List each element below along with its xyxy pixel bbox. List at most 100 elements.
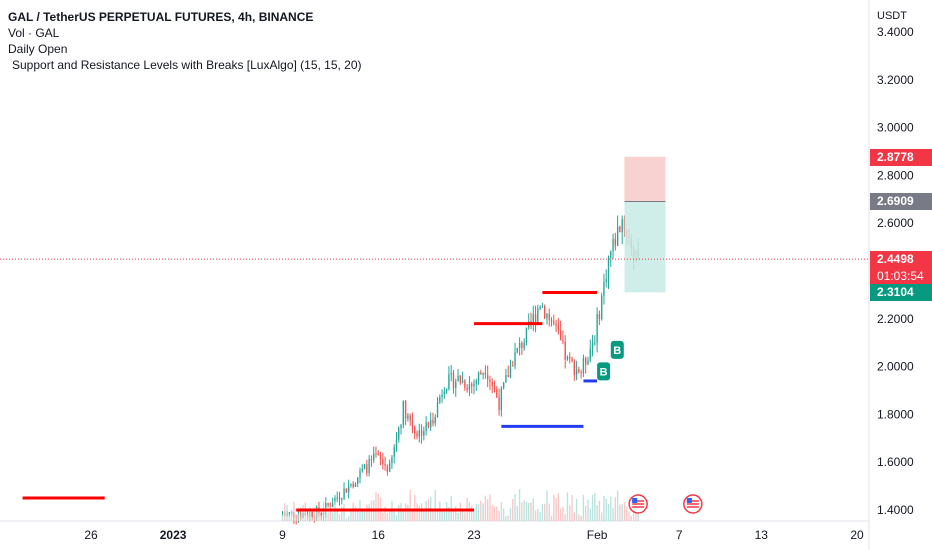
bar-countdown-tag: 01:03:54 — [870, 268, 932, 286]
volume-bar — [295, 515, 297, 521]
volume-indicator-label[interactable]: Vol · GAL — [8, 26, 60, 40]
candle-body — [338, 497, 341, 500]
volume-bar — [357, 511, 359, 521]
volume-bar — [498, 511, 500, 521]
volume-bar — [284, 503, 286, 521]
volume-bar — [316, 510, 318, 521]
volume-bar — [452, 509, 455, 521]
price-tick-label: 1.6000 — [877, 455, 914, 469]
candle-body — [430, 420, 432, 428]
candle-body — [471, 384, 473, 387]
candle-body — [477, 372, 480, 381]
volume-bar — [484, 495, 487, 521]
volume-bar — [306, 514, 309, 521]
volume-bar — [628, 511, 630, 521]
volume-bar — [598, 500, 601, 521]
volume-bar — [366, 504, 368, 521]
candle-body — [555, 323, 557, 326]
candle-body — [407, 415, 409, 419]
volume-bar — [436, 508, 439, 521]
volume-bar — [578, 514, 580, 521]
candle-body — [425, 422, 427, 432]
candle-body — [466, 387, 468, 390]
candle-body — [459, 375, 462, 383]
candle-body — [566, 356, 569, 360]
candle-body — [409, 415, 411, 421]
candle-body — [589, 348, 591, 361]
candle-body — [623, 219, 626, 230]
volume-bar — [585, 505, 587, 521]
break-marker-label: B — [600, 366, 608, 378]
candle-body — [525, 327, 528, 343]
flag-canton — [686, 498, 692, 503]
candle-body — [489, 379, 491, 382]
volume-bar — [562, 506, 564, 521]
time-tick-label: 7 — [676, 528, 683, 542]
volume-bar — [300, 514, 302, 521]
volume-bar — [553, 494, 555, 521]
candle-body — [436, 401, 439, 418]
stop-zone[interactable] — [624, 201, 666, 293]
volume-bar — [354, 506, 357, 521]
candle-body — [516, 347, 518, 353]
candle-body — [594, 342, 596, 344]
candle-body — [598, 314, 601, 319]
volume-bar — [281, 514, 284, 521]
volume-bar — [619, 504, 621, 521]
entry-price-tag: 2.6909 — [870, 193, 932, 211]
volume-bar — [616, 490, 619, 521]
candle-body — [614, 238, 617, 246]
candle-body — [569, 356, 571, 359]
candle-body — [418, 430, 420, 437]
volume-bar — [610, 496, 612, 521]
break-marker[interactable] — [610, 340, 624, 359]
target-zone[interactable] — [624, 156, 666, 202]
candle-body — [320, 513, 322, 516]
volume-bar — [341, 506, 343, 521]
volume-bar — [471, 505, 473, 521]
volume-bar — [388, 509, 391, 521]
volume-bar — [630, 516, 632, 521]
candle-body — [491, 381, 493, 386]
chart-legend: GAL / TetherUS PERPETUAL FUTURES, 4h, BI… — [8, 9, 362, 73]
candle-body — [502, 382, 505, 389]
candle-body — [359, 470, 361, 478]
volume-bar — [473, 510, 475, 521]
volume-bar — [516, 506, 518, 521]
volume-bar — [311, 517, 313, 521]
candle-body — [523, 342, 525, 349]
volume-bar — [325, 507, 327, 521]
stop-price-tag: 2.3104 — [870, 284, 932, 302]
candle-body — [366, 464, 368, 474]
candle-body — [573, 361, 575, 375]
candle-body — [420, 430, 423, 436]
volume-bar — [416, 503, 418, 521]
candle-body — [373, 453, 375, 461]
candle-body — [434, 417, 436, 424]
candle-body — [288, 512, 291, 514]
break-marker[interactable] — [597, 362, 611, 381]
volume-bar — [455, 506, 457, 521]
volume-bar — [480, 500, 482, 521]
candle-body — [498, 397, 500, 411]
volume-bar — [541, 504, 544, 521]
volume-bar — [304, 502, 306, 521]
volume-bar — [550, 516, 553, 521]
volume-bar — [414, 494, 416, 521]
volume-bar — [502, 508, 505, 521]
currency-unit-label[interactable]: USDT — [877, 10, 907, 22]
daily-open-indicator-label[interactable]: Daily Open — [8, 42, 68, 56]
candle-body — [616, 226, 619, 246]
volume-bar — [505, 516, 507, 521]
break-marker-label: B — [613, 345, 621, 357]
time-tick-label: 2023 — [160, 528, 187, 542]
volume-bar — [443, 510, 446, 521]
candle-body — [543, 306, 546, 319]
symbol-title[interactable]: GAL / TetherUS PERPETUAL FUTURES, 4h, BI… — [8, 10, 314, 24]
candle-body — [559, 330, 562, 341]
candle-body — [496, 389, 498, 398]
volume-bar — [496, 506, 498, 521]
sr-indicator-label[interactable]: Support and Resistance Levels with Break… — [12, 58, 362, 72]
